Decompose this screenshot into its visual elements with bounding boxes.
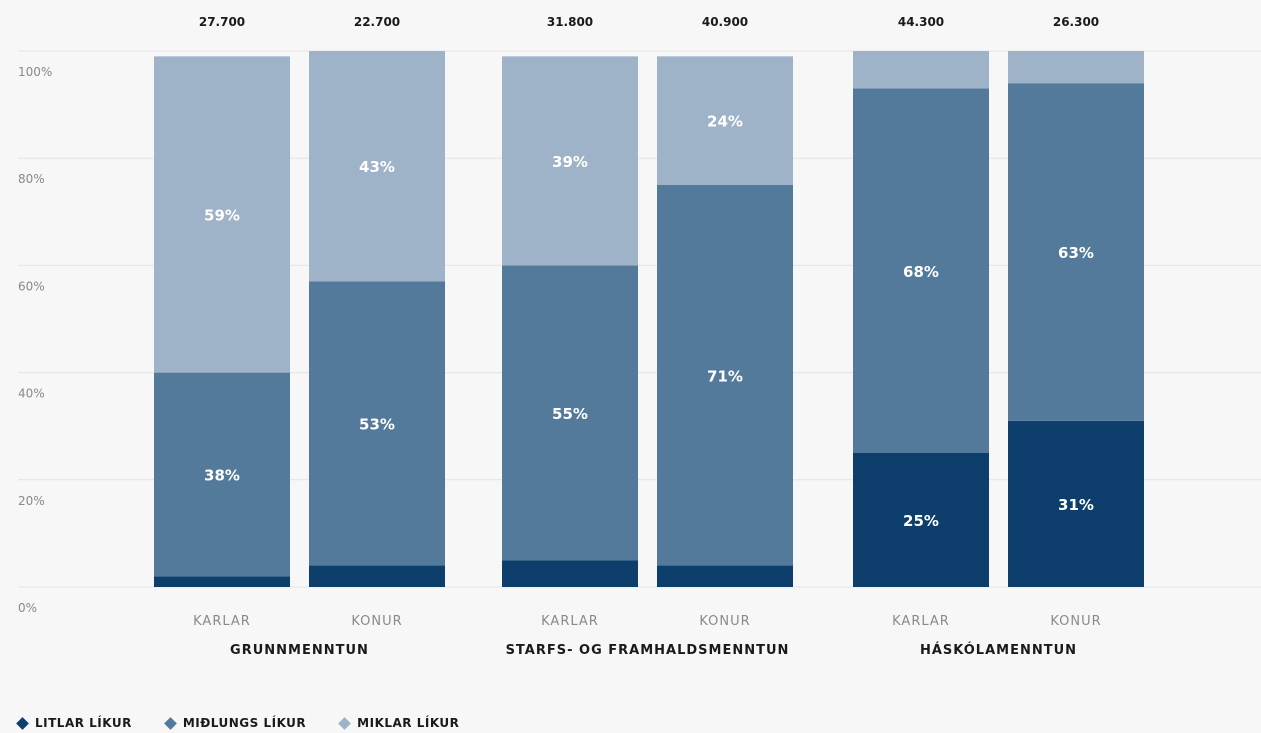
group-label: GRUNNMENNTUN (230, 643, 369, 658)
bar-total-label: 40.900 (702, 15, 748, 29)
bar-segment (502, 56, 638, 266)
bar-segment (502, 560, 638, 587)
bar-segment (657, 565, 793, 587)
bar-segment (853, 88, 989, 454)
x-tick-label: KONUR (699, 614, 750, 629)
x-tick-label: KONUR (1050, 614, 1101, 629)
legend-item-miklar[interactable]: MIKLAR LÍKUR (338, 716, 460, 730)
legend-label: MIÐLUNGS LÍKUR (182, 716, 307, 730)
bar-segment (502, 265, 638, 561)
legend-swatch-icon (338, 716, 352, 730)
y-tick-label: 80% (18, 172, 45, 186)
bar-segment (154, 576, 290, 587)
data-label: 68% (903, 263, 939, 281)
bar-segment (657, 56, 793, 185)
bar-segment (309, 281, 445, 566)
legend-swatch-icon (16, 716, 29, 730)
data-label: 31% (1058, 496, 1094, 514)
bar-total-label: 44.300 (898, 15, 944, 29)
legend: LITLAR LÍKUR MIÐLUNGS LÍKUR MIKLAR LÍKUR (16, 716, 460, 730)
bar-segment (154, 372, 290, 577)
y-tick-label: 20% (18, 494, 45, 508)
legend-item-midlungs[interactable]: MIÐLUNGS LÍKUR (163, 716, 307, 730)
bar-segment (309, 51, 445, 282)
data-label: 63% (1058, 244, 1094, 262)
x-tick-label: KARLAR (541, 614, 599, 629)
x-tick-label: KARLAR (193, 614, 251, 629)
data-label: 39% (552, 153, 588, 171)
bar-segment (853, 453, 989, 587)
group-label: STARFS- OG FRAMHALDSMENNTUN (506, 643, 790, 658)
data-label: 55% (552, 405, 588, 423)
bar-segment (1008, 420, 1144, 587)
bar-segment (1008, 83, 1144, 421)
bar-total-label: 26.300 (1053, 15, 1099, 29)
bar-segment (853, 51, 989, 89)
bar-total-label: 27.700 (199, 15, 245, 29)
data-label: 25% (903, 512, 939, 530)
legend-label: MIKLAR LÍKUR (357, 716, 460, 730)
legend-item-litlar[interactable]: LITLAR LÍKUR (16, 716, 132, 730)
x-tick-label: KARLAR (892, 614, 950, 629)
y-tick-label: 60% (18, 279, 45, 293)
x-tick-label: KONUR (351, 614, 402, 629)
data-label: 43% (359, 158, 395, 176)
data-label: 71% (707, 367, 743, 385)
y-tick-label: 0% (18, 601, 37, 615)
bar-segment (1008, 51, 1144, 84)
data-label: 24% (707, 113, 743, 131)
data-label: 59% (204, 206, 240, 224)
stacked-bar-chart: 0% 20% 40% 60% 80% 100% 38% 59% 27.700 KARLAR 53% 4… (18, 15, 1261, 658)
group-label: HÁSKÓLAMENNTUN (920, 642, 1077, 658)
bar-total-label: 31.800 (547, 15, 593, 29)
y-tick-label: 40% (18, 387, 45, 401)
data-label: 53% (359, 416, 395, 434)
bar-segment (154, 56, 290, 373)
bar-segment (309, 565, 445, 587)
legend-label: LITLAR LÍKUR (35, 716, 132, 730)
data-label: 38% (204, 466, 240, 484)
bar-segment (657, 185, 793, 566)
legend-swatch-icon (163, 716, 177, 730)
bar-total-label: 22.700 (354, 15, 400, 29)
y-tick-label: 100% (18, 65, 52, 79)
